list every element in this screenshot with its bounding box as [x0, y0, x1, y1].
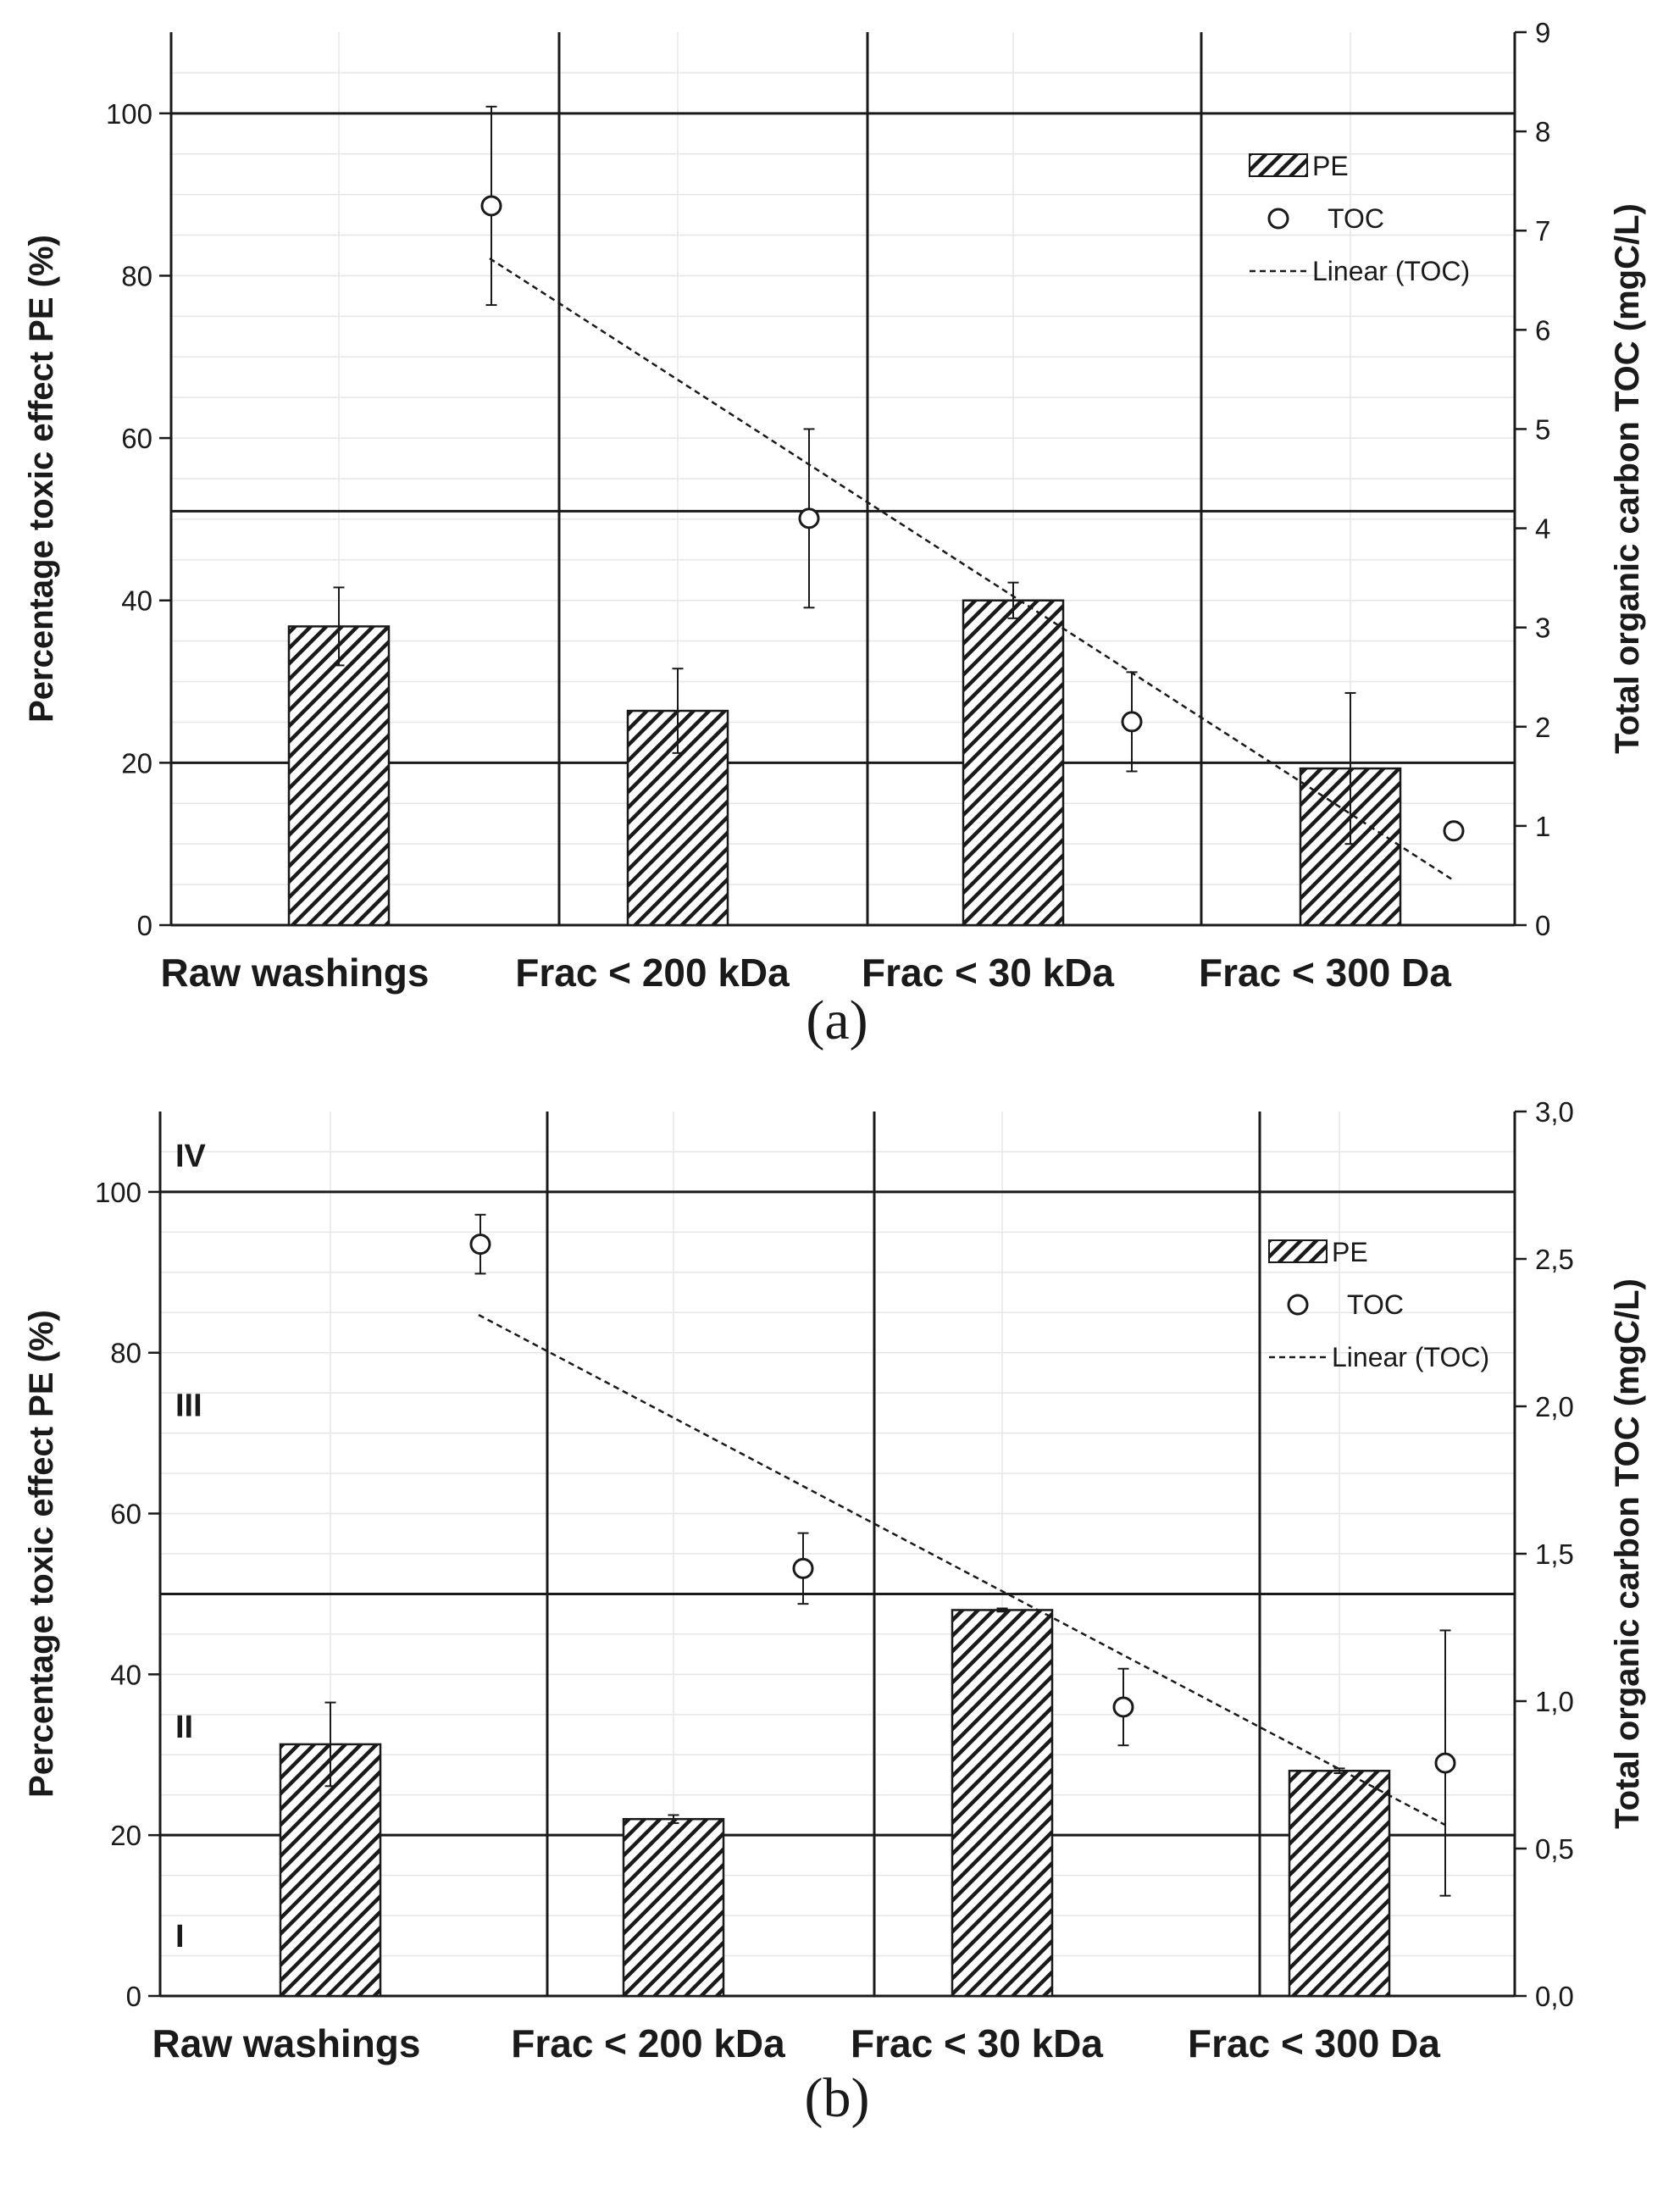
y-tick-label: 40 [121, 585, 152, 617]
y2-tick-label: 4 [1535, 513, 1550, 545]
toc-point [469, 1234, 491, 1256]
y-axis-title: Percentage toxic effect PE (%) [23, 235, 60, 723]
y2-tick-label: 0,5 [1535, 1833, 1574, 1865]
x-tick-label: Frac < 300 Da [1199, 951, 1451, 995]
toc-point [798, 507, 820, 529]
panel-caption: (a) [806, 990, 867, 1051]
y2-tick-label: 2,5 [1535, 1244, 1574, 1275]
x-tick-label: Raw washings [152, 2021, 421, 2065]
legend-label: Linear (TOC) [1312, 256, 1470, 286]
toc-trendline [489, 257, 1455, 882]
pe-bar [622, 1817, 725, 1998]
legend-label: Linear (TOC) [1332, 1342, 1489, 1372]
legend-label: PE [1312, 151, 1349, 181]
y-tick-label: 100 [106, 98, 152, 130]
y-tick-label: 80 [110, 1338, 141, 1369]
y2-tick-label: 7 [1535, 215, 1550, 247]
y-tick-label: 0 [137, 910, 152, 941]
y2-axis-title: Total organic carbon TOC (mgC/L) [1609, 203, 1646, 754]
y2-tick-label: 2 [1535, 712, 1550, 743]
y-axis-title: Percentage toxic effect PE (%) [23, 1310, 60, 1798]
y-tick-label: 60 [110, 1499, 141, 1530]
y2-tick-label: 6 [1535, 314, 1550, 346]
toc-point [1112, 1696, 1134, 1718]
y2-tick-label: 2,0 [1535, 1391, 1574, 1422]
chart-panel-b: 0 20 40 60 80 100 0,0 0,5 1,0 1,5 2,0 2,5 3,0 Percent… [23, 1096, 1646, 2129]
y-tick-label: 20 [110, 1820, 141, 1851]
x-tick-label: Frac < 30 kDa [862, 951, 1114, 995]
y-tick-label: 0 [126, 1981, 141, 2012]
y2-tick-label: 1 [1535, 811, 1550, 842]
x-tick-label: Raw washings [161, 951, 430, 995]
y-tick-label: 40 [110, 1659, 141, 1690]
y2-tick-label: 5 [1535, 413, 1550, 445]
zone-label: II [175, 1710, 193, 1745]
pe-bar [287, 625, 391, 927]
chart-panel-a: 0 20 40 60 80 100 0 1 2 3 4 5 6 7 8 9 Percentage toxic e… [23, 17, 1646, 1051]
panel-caption: (b) [805, 2067, 870, 2129]
y-tick-label: 80 [121, 260, 152, 291]
y2-tick-label: 9 [1535, 17, 1550, 48]
y2-tick-label: 8 [1535, 116, 1550, 147]
legend: PE TOC Linear (TOC) [1249, 151, 1470, 286]
y-tick-label: 100 [95, 1177, 141, 1208]
y-tick-label: 60 [121, 423, 152, 454]
x-tick-label: Frac < 200 kDa [515, 951, 790, 995]
x-tick-label: Frac < 300 Da [1188, 2021, 1440, 2065]
legend-label: PE [1332, 1237, 1368, 1267]
pe-bar [962, 599, 1065, 927]
legend-swatch-toc [1267, 208, 1289, 230]
toc-point [792, 1557, 814, 1579]
toc-point [1443, 820, 1465, 842]
toc-point [1121, 711, 1143, 733]
toc-point [480, 195, 502, 217]
legend-label: TOC [1328, 203, 1384, 234]
x-tick-label: Frac < 30 kDa [851, 2021, 1103, 2065]
pe-bar [1288, 1770, 1391, 1998]
y-tick-label: 20 [121, 747, 152, 779]
y2-tick-label: 1,0 [1535, 1686, 1574, 1717]
y2-tick-label: 0 [1535, 910, 1550, 941]
y2-tick-label: 3,0 [1535, 1096, 1574, 1128]
legend: PE TOC Linear (TOC) [1268, 1237, 1489, 1372]
zone-label: I [175, 1919, 185, 1954]
y2-tick-label: 1,5 [1535, 1538, 1574, 1570]
toc-point [1434, 1752, 1456, 1774]
zone-label: III [175, 1388, 202, 1423]
pe-bar [951, 1609, 1054, 1998]
y2-axis-title: Total organic carbon TOC (mgC/L) [1609, 1278, 1646, 1829]
legend-swatch-pe [1268, 1239, 1328, 1263]
legend-swatch-toc [1287, 1294, 1309, 1316]
x-tick-label: Frac < 200 kDa [511, 2021, 785, 2065]
legend-swatch-pe [1249, 153, 1308, 177]
y2-tick-label: 0,0 [1535, 1981, 1574, 2012]
y2-tick-label: 3 [1535, 613, 1550, 644]
legend-label: TOC [1347, 1289, 1404, 1320]
zone-label: IV [175, 1139, 207, 1174]
